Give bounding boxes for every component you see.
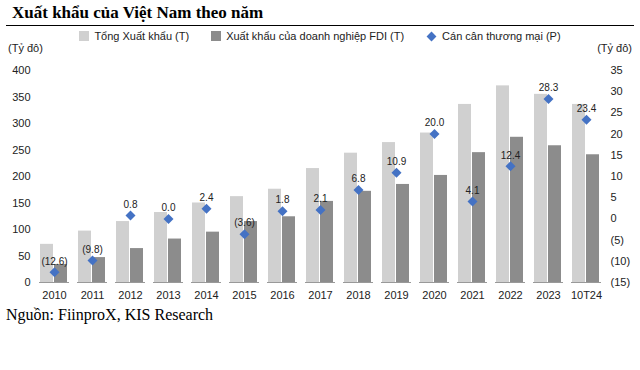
svg-text:25: 25 <box>611 106 623 118</box>
svg-text:2015: 2015 <box>232 289 256 301</box>
svg-text:0: 0 <box>611 212 617 224</box>
svg-text:5: 5 <box>611 191 617 203</box>
svg-text:(15): (15) <box>611 276 631 288</box>
svg-text:2017: 2017 <box>308 289 332 301</box>
html-text:(Tỷ đô): (Tỷ đô) <box>597 42 632 54</box>
svg-text:2.4: 2.4 <box>200 192 214 203</box>
svg-text:250: 250 <box>12 144 30 156</box>
svg-text:10T24: 10T24 <box>571 289 602 301</box>
svg-text:300: 300 <box>12 117 30 129</box>
svg-text:2.1: 2.1 <box>314 193 328 204</box>
html-text:Nguồn: FiinproX, KIS Research: Nguồn: FiinproX, KIS Research <box>6 306 214 323</box>
svg-text:(3.6): (3.6) <box>234 217 255 228</box>
svg-text:1.8: 1.8 <box>276 194 290 205</box>
svg-text:4.1: 4.1 <box>466 185 480 196</box>
svg-text:10.9: 10.9 <box>387 156 407 167</box>
svg-text:2013: 2013 <box>156 289 180 301</box>
svg-text:0.8: 0.8 <box>124 199 138 210</box>
svg-text:10: 10 <box>611 170 623 182</box>
html-text:(Tỷ đô): (Tỷ đô) <box>8 42 43 54</box>
svg-text:350: 350 <box>12 91 30 103</box>
svg-text:2019: 2019 <box>384 289 408 301</box>
svg-text:20.0: 20.0 <box>425 117 445 128</box>
svg-text:35: 35 <box>611 64 623 76</box>
svg-text:(5): (5) <box>611 234 624 246</box>
svg-text:2023: 2023 <box>536 289 560 301</box>
svg-text:200: 200 <box>12 170 30 182</box>
svg-text:100: 100 <box>12 223 30 235</box>
svg-text:(12.6): (12.6) <box>41 256 67 267</box>
html-text:Xuất khẩu của doanh nghiệp FDI: Xuất khẩu của doanh nghiệp FDI (T) <box>226 30 405 42</box>
html-text:Cán cân thương mại (P): Cán cân thương mại (P) <box>442 30 561 42</box>
svg-text:400: 400 <box>12 64 30 76</box>
svg-text:2021: 2021 <box>460 289 484 301</box>
html-text:Tổng Xuất khẩu (T): Tổng Xuất khẩu (T) <box>94 30 190 42</box>
svg-text:30: 30 <box>611 85 623 97</box>
svg-text:2012: 2012 <box>118 289 142 301</box>
svg-text:2022: 2022 <box>498 289 522 301</box>
svg-text:2014: 2014 <box>194 289 218 301</box>
svg-text:15: 15 <box>611 149 623 161</box>
svg-text:28.3: 28.3 <box>539 82 559 93</box>
svg-text:2018: 2018 <box>346 289 370 301</box>
svg-text:50: 50 <box>18 250 30 262</box>
svg-text:0: 0 <box>24 276 30 288</box>
svg-text:0.0: 0.0 <box>162 202 176 213</box>
svg-text:(9.8): (9.8) <box>82 244 103 255</box>
svg-text:2020: 2020 <box>422 289 446 301</box>
svg-text:20: 20 <box>611 128 623 140</box>
svg-text:2016: 2016 <box>270 289 294 301</box>
svg-text:23.4: 23.4 <box>577 103 597 114</box>
svg-text:150: 150 <box>12 197 30 209</box>
html-text:Xuất khẩu của Việt Nam theo nă: Xuất khẩu của Việt Nam theo năm <box>12 3 264 22</box>
svg-text:2010: 2010 <box>42 289 66 301</box>
svg-text:2011: 2011 <box>81 289 105 301</box>
svg-text:12.4: 12.4 <box>501 150 521 161</box>
svg-text:(10): (10) <box>611 255 631 267</box>
svg-text:6.8: 6.8 <box>352 173 366 184</box>
